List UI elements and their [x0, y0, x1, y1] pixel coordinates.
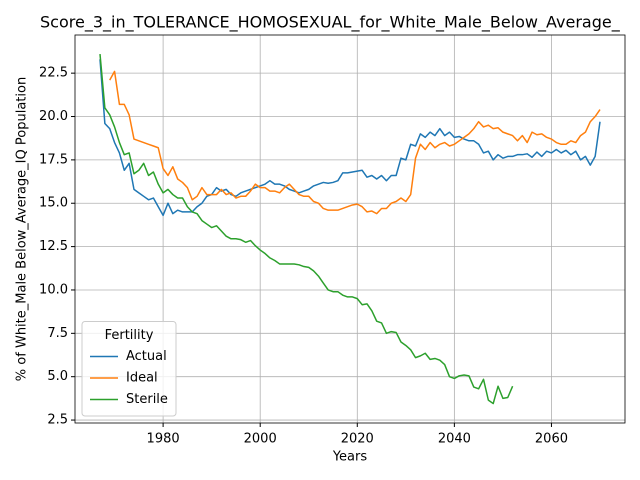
legend-label: Actual: [126, 349, 167, 364]
series-line: [99, 54, 514, 405]
y-tick-label: 7.5: [47, 326, 68, 341]
y-axis-label: % of White_Male Below_Average_IQ Populat…: [15, 77, 30, 381]
legend-box: [81, 321, 177, 417]
x-axis-label: Years: [332, 450, 368, 465]
x-tick-label: 1980: [147, 432, 180, 447]
x-tick-label: 2040: [438, 432, 471, 447]
legend-title: Fertility: [105, 328, 154, 343]
x-tick-label: 2060: [535, 432, 568, 447]
y-tick-label: 5.0: [47, 369, 68, 384]
chart-title: Score_3_in_TOLERANCE_HOMOSEXUAL_for_Whit…: [40, 13, 621, 33]
legend-label: Sterile: [126, 392, 168, 407]
series-line: [109, 70, 601, 215]
y-tick-label: 17.5: [39, 152, 68, 167]
series-line: [99, 59, 601, 217]
y-tick-label: 20.0: [39, 109, 68, 124]
plot-frame: [74, 34, 626, 424]
y-tick-label: 12.5: [39, 239, 68, 254]
legend-label: Ideal: [126, 371, 158, 386]
x-tick-label: 2000: [244, 432, 277, 447]
y-tick-label: 22.5: [39, 66, 68, 81]
x-tick-label: 2020: [341, 432, 374, 447]
y-tick-label: 15.0: [39, 196, 68, 211]
y-tick-label: 2.5: [47, 413, 68, 428]
y-tick-label: 10.0: [39, 282, 68, 297]
